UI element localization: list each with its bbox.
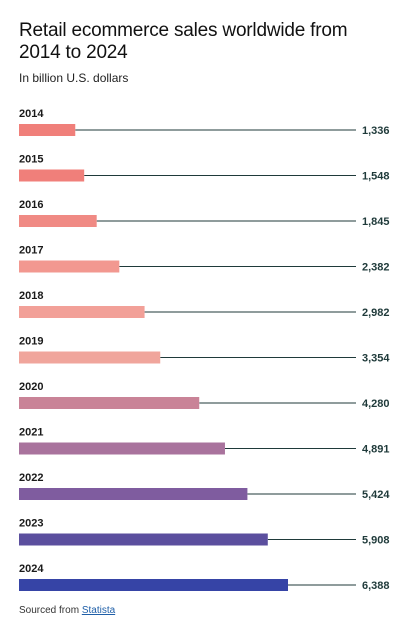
value-label-2018: 2,982 [362, 307, 390, 319]
bar-2024[interactable] [19, 579, 288, 591]
value-label-2019: 3,354 [362, 353, 390, 365]
year-label-2024: 2024 [19, 563, 44, 575]
year-label-2017: 2017 [19, 245, 43, 257]
source-prefix: Sourced from [19, 605, 80, 616]
year-label-2019: 2019 [19, 336, 43, 348]
bar-2018[interactable] [19, 306, 145, 318]
bar-chart: 2014 1,336 2015 1,548 2016 1,845 2017 2,382 2018… [19, 108, 390, 592]
value-label-2016: 1,845 [362, 216, 390, 228]
value-label-2024: 6,388 [362, 580, 390, 592]
source-note: Sourced from Statista [19, 605, 115, 616]
year-label-2018: 2018 [19, 290, 43, 302]
year-label-2016: 2016 [19, 199, 43, 211]
bar-2021[interactable] [19, 442, 225, 455]
source-link[interactable]: Statista [81, 605, 116, 616]
bar-2014[interactable] [19, 124, 76, 136]
bar-2017[interactable] [19, 260, 120, 273]
year-label-2023: 2023 [19, 518, 43, 530]
bar-2016[interactable] [19, 215, 97, 227]
value-label-2014: 1,336 [362, 125, 390, 137]
year-label-2022: 2022 [19, 472, 43, 484]
value-label-2017: 2,382 [362, 262, 390, 274]
value-label-2020: 4,280 [362, 398, 390, 410]
bar-2019[interactable] [19, 351, 161, 364]
year-label-2015: 2015 [19, 154, 43, 166]
chart-title: Retail ecommerce sales worldwide from 20… [19, 20, 348, 63]
year-label-2014: 2014 [19, 108, 44, 120]
value-label-2021: 4,891 [362, 444, 390, 456]
bar-2020[interactable] [19, 397, 200, 409]
year-label-2021: 2021 [19, 427, 43, 439]
bar-2015[interactable] [19, 169, 85, 182]
year-label-2020: 2020 [19, 381, 43, 393]
value-label-2022: 5,424 [362, 489, 390, 501]
value-label-2015: 1,548 [362, 171, 390, 183]
bar-2022[interactable] [19, 488, 248, 500]
value-label-2023: 5,908 [362, 535, 390, 547]
chart-subtitle: In billion U.S. dollars [19, 71, 129, 85]
bar-2023[interactable] [19, 533, 268, 546]
